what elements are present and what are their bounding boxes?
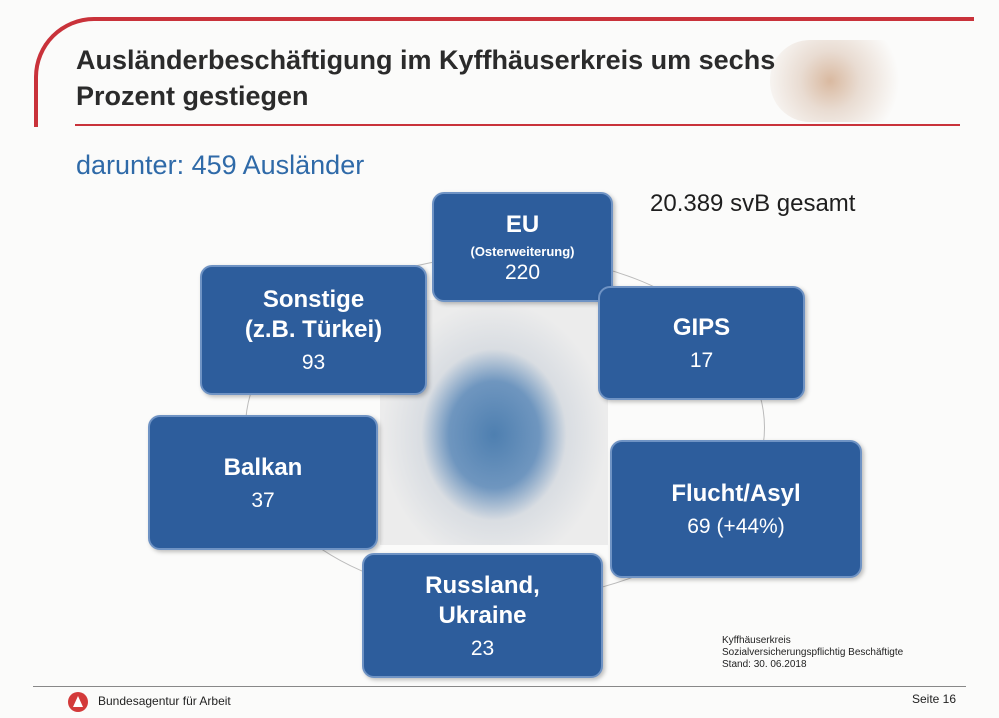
- page-number: Seite 16: [912, 692, 957, 706]
- group-name: Balkan: [223, 453, 303, 481]
- subtitle: darunter: 459 Ausländer: [76, 150, 365, 180]
- group-name: GIPS: [672, 314, 731, 341]
- header-photo: [770, 40, 920, 122]
- source-note: Kyffhäuserkreis Sozialversicherungspflic…: [722, 635, 903, 671]
- group-name: Sonstige (z.B. Türkei): [244, 286, 383, 343]
- footer-divider: [33, 686, 966, 687]
- group-value: 93: [301, 351, 326, 374]
- group-name: Flucht/Asyl: [671, 480, 801, 507]
- footer-org: Bundesagentur für Arbeit: [98, 694, 231, 708]
- group-value: 69 (+44%): [687, 515, 785, 538]
- group-sonstige: Sonstige (z.B. Türkei) 93: [200, 265, 427, 395]
- group-sub: (Osterweiterung): [470, 243, 575, 259]
- group-russland-ukraine: Russland, Ukraine 23: [362, 553, 603, 678]
- group-value: 23: [470, 636, 495, 660]
- group-eu: EU (Osterweiterung) 220: [432, 192, 613, 302]
- note-line: Sozialversicherungspflichtig Beschäftigt…: [722, 647, 904, 658]
- title-divider: [75, 124, 960, 126]
- total-count: 20.389 svB gesamt: [650, 190, 856, 217]
- note-line: Kyffhäuserkreis: [722, 635, 791, 646]
- group-value: 17: [689, 349, 714, 372]
- slide-title: Ausländerbeschäftigung im Kyffhäuserkrei…: [76, 45, 776, 111]
- title-frame: [34, 17, 974, 127]
- group-name: Russland, Ukraine: [425, 571, 540, 629]
- group-value: 37: [251, 488, 275, 512]
- group-gips: GIPS 17: [598, 286, 805, 400]
- group-name: EU: [505, 210, 540, 238]
- ba-logo-icon: [68, 692, 88, 712]
- group-flucht-asyl: Flucht/Asyl 69 (+44%): [610, 440, 862, 578]
- group-value: 220: [504, 260, 541, 284]
- group-balkan: Balkan 37: [148, 415, 378, 550]
- note-line: Stand: 30. 06.2018: [722, 659, 807, 670]
